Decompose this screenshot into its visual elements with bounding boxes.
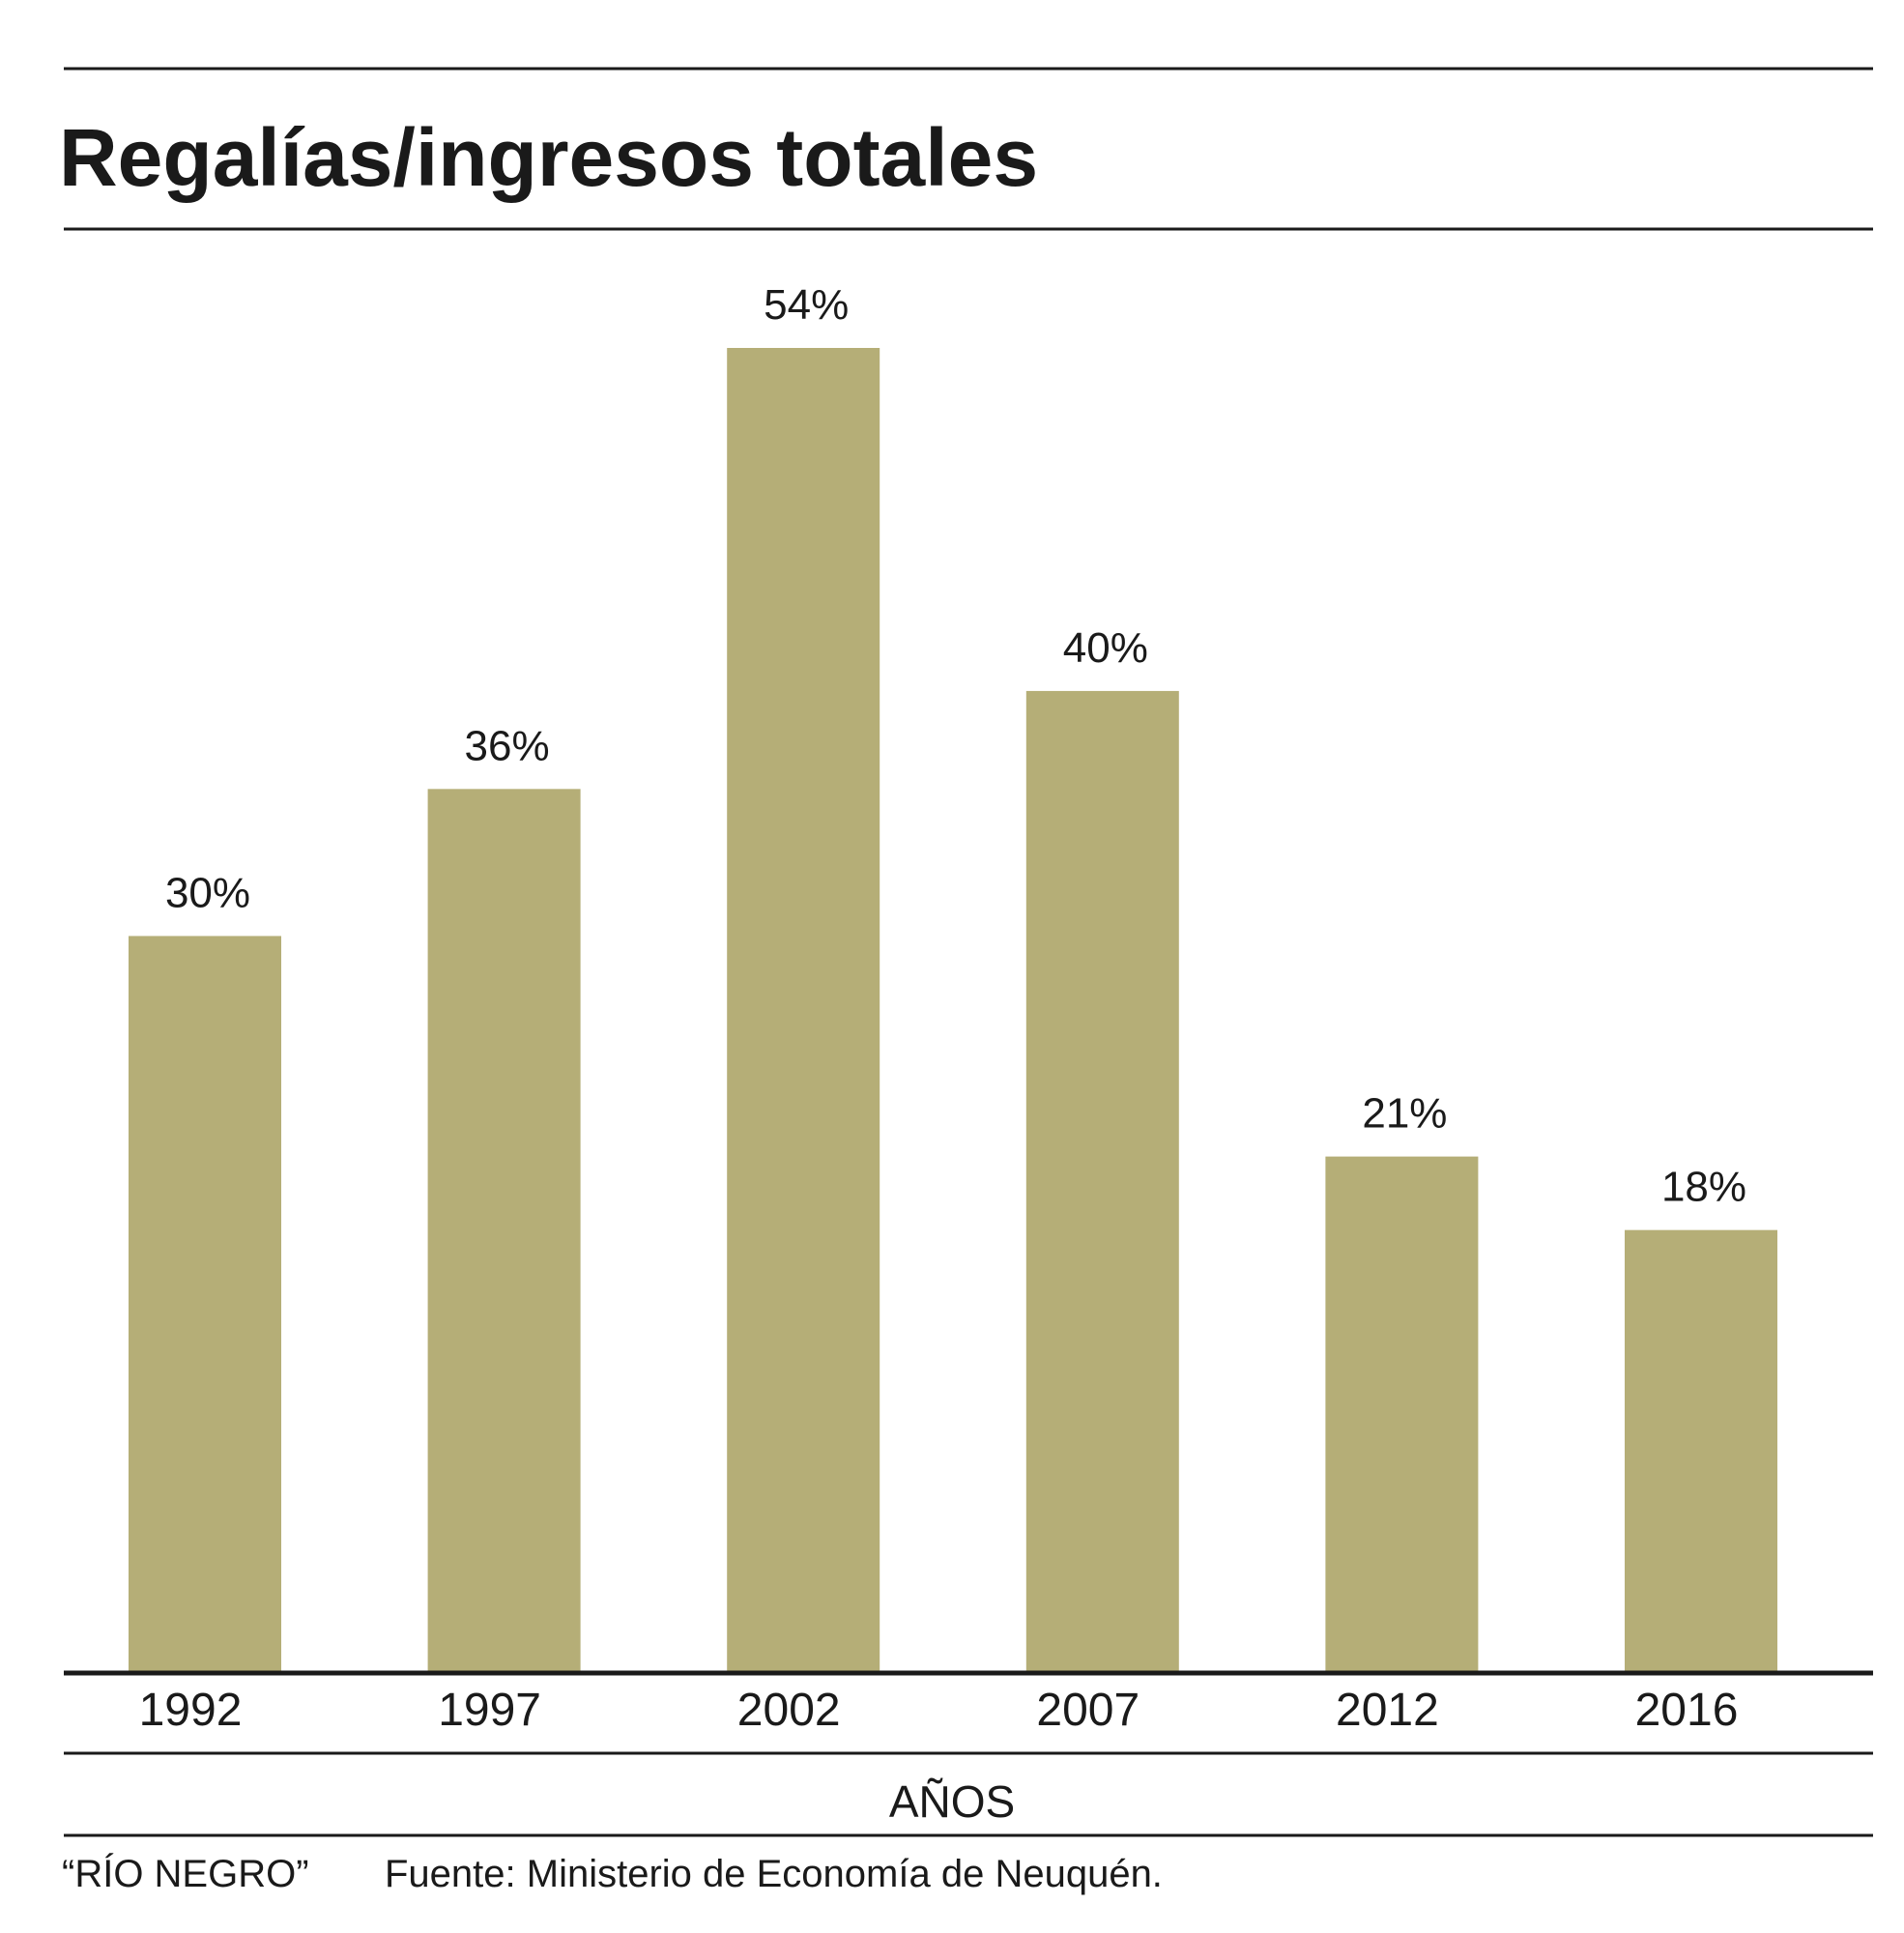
x-axis-label: AÑOS	[889, 1776, 1015, 1827]
value-label-2016: 18%	[1661, 1164, 1746, 1211]
x-tick-2007: 2007	[1036, 1685, 1140, 1736]
chart-title: Regalías/ingresos totales	[59, 112, 1038, 203]
source-text: Fuente: Ministerio de Economía de Neuqué…	[385, 1853, 1163, 1895]
value-label-2012: 21%	[1362, 1090, 1447, 1138]
x-tick-2002: 2002	[737, 1685, 841, 1736]
value-label-1992: 30%	[165, 869, 250, 916]
bar-2016	[1625, 1229, 1777, 1671]
bars-group: 30% 36% 54% 40% 21% 18%	[129, 281, 1777, 1671]
value-label-2007: 40%	[1063, 624, 1148, 672]
value-label-2002: 54%	[764, 281, 849, 329]
credit-text: “RÍO NEGRO”	[62, 1852, 309, 1895]
value-label-1997: 36%	[465, 722, 550, 769]
x-tick-1997: 1997	[438, 1685, 541, 1736]
x-tick-2016: 2016	[1635, 1685, 1739, 1736]
x-tick-1992: 1992	[139, 1685, 243, 1736]
bar-2002	[727, 348, 880, 1671]
x-tick-labels: 1992 1997 2002 2007 2012 2016	[139, 1685, 1739, 1736]
bar-2012	[1325, 1156, 1479, 1671]
bar-2007	[1025, 690, 1179, 1671]
bar-1997	[427, 789, 581, 1671]
x-tick-2012: 2012	[1336, 1685, 1439, 1736]
bar-1992	[129, 936, 281, 1671]
